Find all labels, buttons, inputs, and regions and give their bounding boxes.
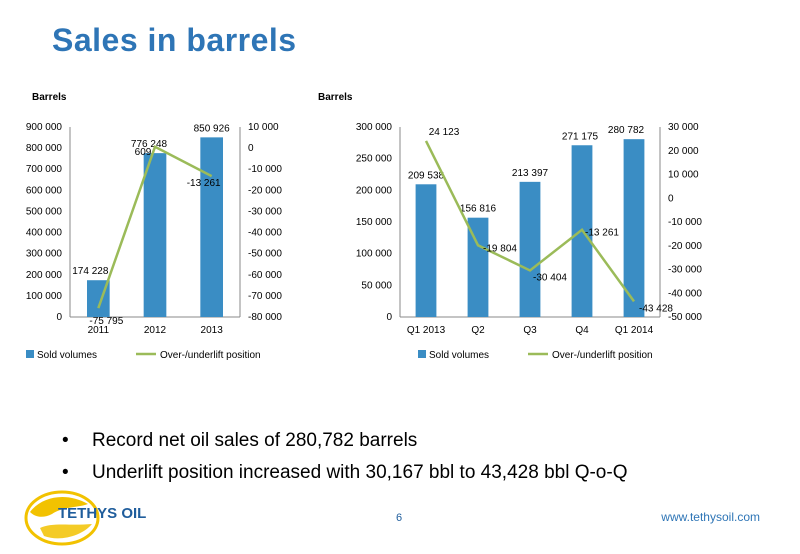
bar-data-label: 776 248 — [131, 139, 168, 150]
y2-tick-label: -30 000 — [668, 265, 702, 276]
website-link[interactable]: www.tethysoil.com — [661, 510, 760, 524]
y-tick-label: 800 000 — [26, 143, 63, 154]
line-data-label: 609 — [135, 147, 152, 158]
y2-tick-label: -50 000 — [668, 312, 702, 323]
y2-tick-label: -50 000 — [248, 249, 282, 260]
bar-data-label: 850 926 — [194, 123, 231, 134]
x-tick-label: 2013 — [201, 325, 224, 336]
y2-tick-label: -40 000 — [248, 228, 282, 239]
bar-data-label: 209 538 — [408, 170, 445, 181]
x-tick-label: 2012 — [144, 325, 167, 336]
right-chart-svg: 0 50 000 100 000 150 000 200 000 250 000 300 0… — [356, 122, 703, 361]
bar-data-label: 213 397 — [512, 168, 549, 179]
y-tick-label: 250 000 — [356, 154, 393, 165]
line-data-label: 24 123 — [429, 127, 460, 138]
y2-tick-label: 10 000 — [668, 170, 699, 181]
y2-tick-label: 10 000 — [248, 122, 279, 133]
x-tick-label: Q1 2013 — [407, 325, 446, 336]
y-tick-label: 0 — [386, 312, 392, 323]
y2-tick-label: -70 000 — [248, 291, 282, 302]
y-tick-label: 400 000 — [26, 228, 63, 239]
y-tick-label: 300 000 — [26, 249, 63, 260]
y-tick-label: 700 000 — [26, 164, 63, 175]
page-title: Sales in barrels — [52, 22, 297, 58]
legend-bar-swatch — [26, 350, 34, 358]
y-tick-label: 200 000 — [356, 185, 393, 196]
line-data-label: -43 428 — [639, 303, 673, 314]
x-tick-label: Q2 — [471, 325, 485, 336]
y-tick-label: 200 000 — [26, 270, 63, 281]
legend-bar-label: Sold volumes — [429, 350, 489, 361]
y-tick-label: 150 000 — [356, 217, 393, 228]
page-number: 6 — [396, 512, 403, 524]
y-tick-label: 50 000 — [361, 280, 392, 291]
right-chart-unit-label: Barrels — [318, 92, 353, 103]
legend-line-label: Over-/underlift position — [552, 350, 653, 361]
x-tick-label: Q4 — [575, 325, 589, 336]
bar-data-label: 156 816 — [460, 204, 497, 215]
x-tick-label: 2011 — [88, 325, 110, 336]
y2-tick-label: -20 000 — [668, 241, 702, 252]
y2-tick-label: -20 000 — [248, 185, 282, 196]
y2-tick-label: -80 000 — [248, 312, 282, 323]
bar-data-label: 174 228 — [72, 266, 109, 277]
bullet-item: Record net oil sales of 280,782 barrels — [62, 425, 627, 457]
y2-tick-label: 20 000 — [668, 146, 699, 157]
bar — [467, 217, 489, 317]
logo-text: TETHYS OIL — [58, 505, 147, 522]
bar — [415, 184, 437, 317]
y-tick-label: 0 — [56, 312, 62, 323]
bar-data-label: 271 175 — [562, 131, 599, 142]
left-chart-svg: 0 100 000 200 000 300 000 400 000 500 000 600 … — [26, 122, 283, 361]
line-data-label: -13 261 — [585, 228, 619, 239]
series-line — [97, 145, 213, 309]
left-chart: 0 100 000 200 000 300 000 400 000 500 000 600 … — [0, 85, 320, 375]
y-tick-label: 100 000 — [356, 249, 393, 260]
line-data-label: -75 795 — [89, 316, 123, 327]
y2-tick-label: -40 000 — [668, 288, 702, 299]
y2-tick-label: -10 000 — [668, 217, 702, 228]
line-data-label: -30 404 — [533, 272, 567, 283]
legend-bar-label: Sold volumes — [37, 350, 97, 361]
y-tick-label: 500 000 — [26, 206, 63, 217]
y-tick-label: 300 000 — [356, 122, 393, 133]
bar — [623, 139, 645, 317]
y-tick-label: 600 000 — [26, 185, 63, 196]
bar-data-label: 280 782 — [608, 125, 645, 136]
left-chart-unit-label: Barrels — [32, 92, 67, 103]
bar — [143, 153, 167, 317]
bar — [519, 181, 541, 317]
y2-tick-label: -30 000 — [248, 206, 282, 217]
x-tick-label: Q3 — [523, 325, 537, 336]
y2-tick-label: 0 — [668, 193, 674, 204]
y-tick-label: 900 000 — [26, 122, 63, 133]
tethys-globe-logo-icon — [24, 490, 100, 546]
x-tick-label: Q1 2014 — [615, 325, 654, 336]
right-chart: 0 50 000 100 000 150 000 200 000 250 000 300 0… — [300, 85, 720, 375]
y2-tick-label: 30 000 — [668, 122, 699, 133]
legend-line-label: Over-/underlift position — [160, 350, 261, 361]
y-tick-label: 100 000 — [26, 291, 63, 302]
legend-bar-swatch — [418, 350, 426, 358]
line-data-label: -19 804 — [483, 243, 517, 254]
y2-tick-label: 0 — [248, 143, 254, 154]
series-line — [424, 140, 636, 303]
bullet-list: Record net oil sales of 280,782 barrels … — [62, 425, 627, 489]
y2-tick-label: -60 000 — [248, 270, 282, 281]
bar — [200, 137, 223, 317]
y2-tick-label: -10 000 — [248, 164, 282, 175]
bullet-item: Underlift position increased with 30,167… — [62, 457, 627, 489]
line-data-label: -13 261 — [187, 178, 221, 189]
